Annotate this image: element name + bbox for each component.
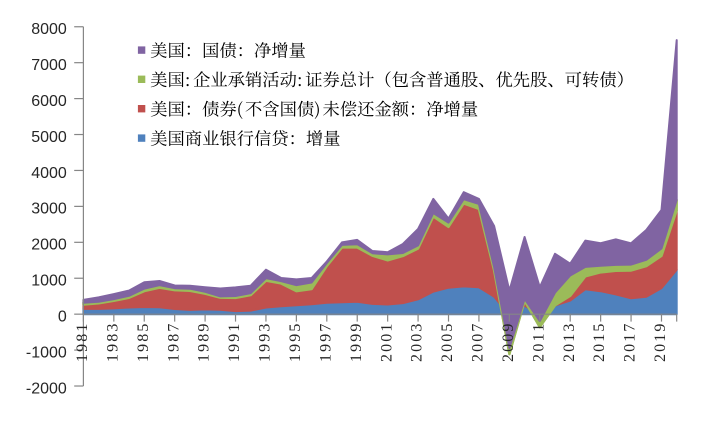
svg-text:4000: 4000 <box>31 165 67 182</box>
svg-text:0: 0 <box>58 309 67 326</box>
svg-text:-2000: -2000 <box>26 380 67 397</box>
svg-text:6000: 6000 <box>31 93 67 110</box>
svg-text:-1000: -1000 <box>26 344 67 361</box>
svg-text:8000: 8000 <box>31 21 67 38</box>
svg-text:7000: 7000 <box>31 57 67 74</box>
svg-text:5000: 5000 <box>31 129 67 146</box>
svg-text:1000: 1000 <box>31 273 67 290</box>
svg-text:3000: 3000 <box>31 201 67 218</box>
svg-text:2000: 2000 <box>31 237 67 254</box>
